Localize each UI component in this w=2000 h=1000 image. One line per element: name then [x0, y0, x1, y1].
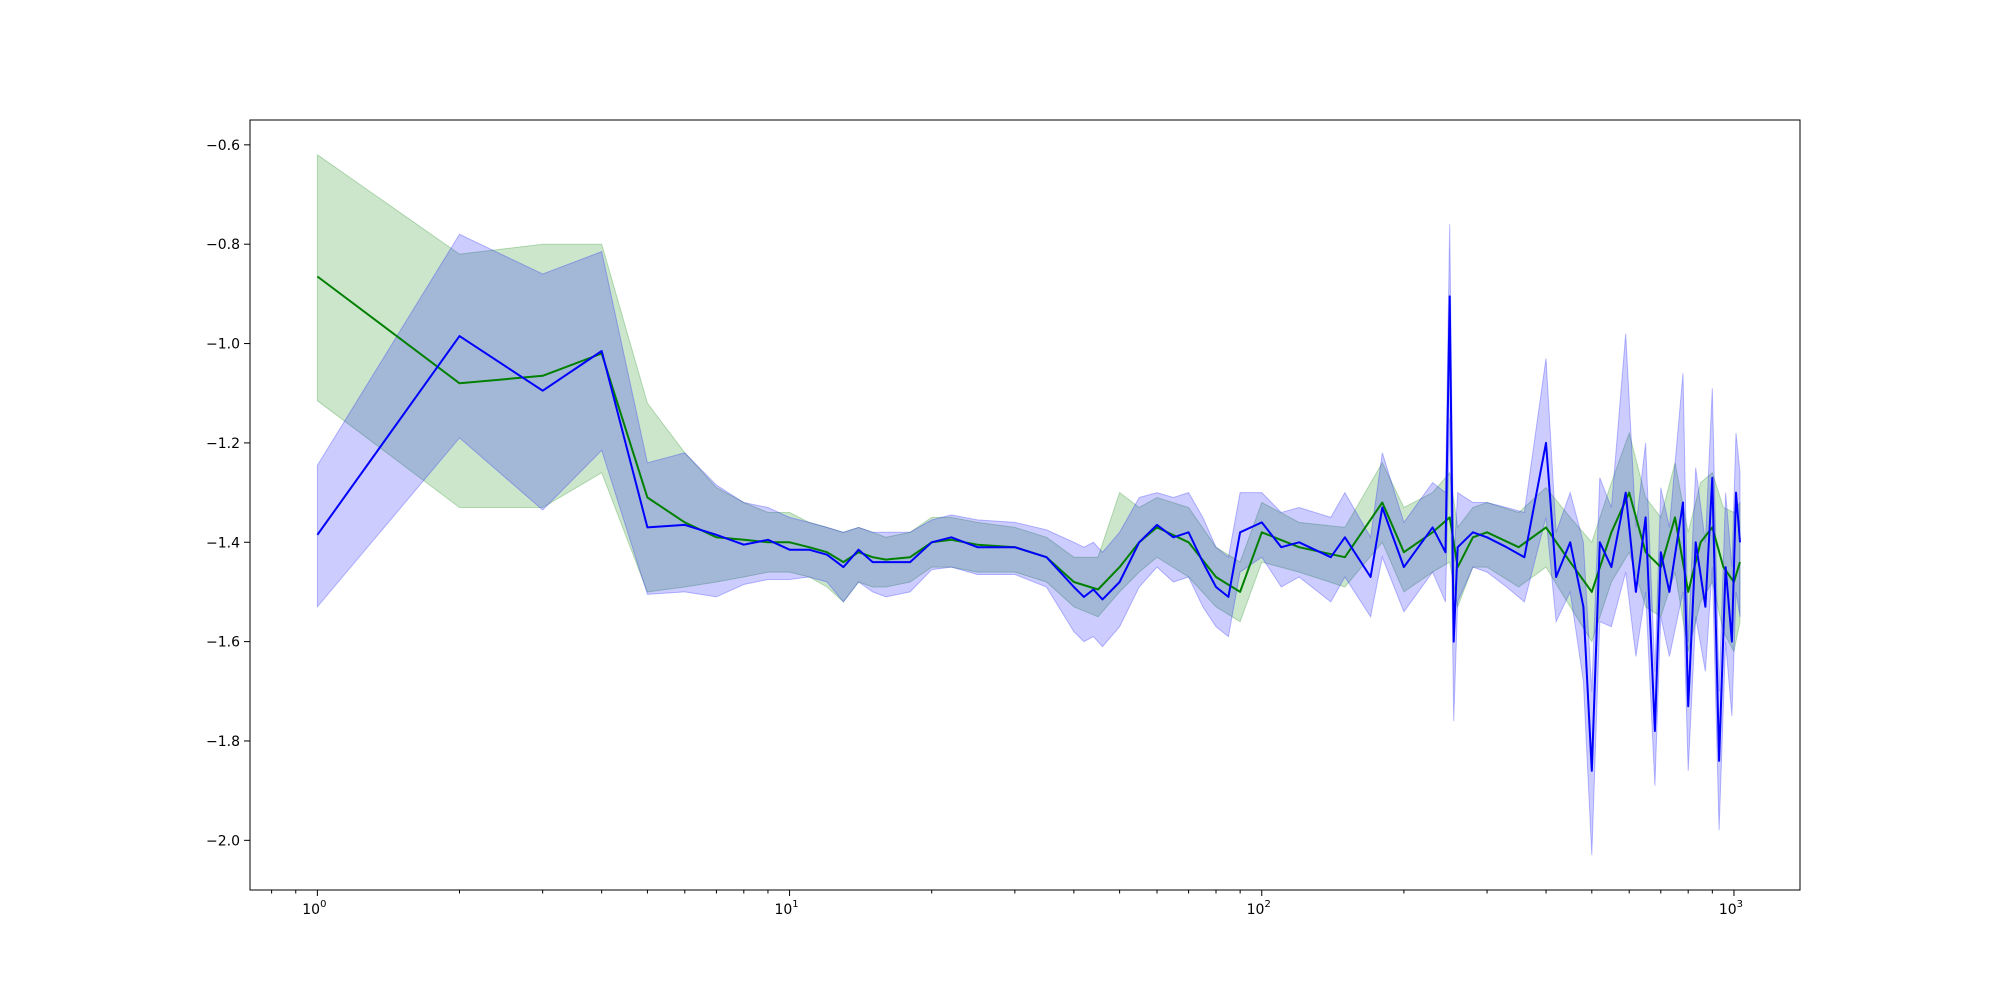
y-tick-label: −2.0 [206, 833, 240, 849]
series-1-line [316, 275, 1741, 593]
confidence-bands [316, 153, 1741, 856]
y-tick-label: −0.8 [206, 237, 240, 253]
y-tick-label: −1.6 [206, 635, 240, 651]
y-tick-label: −0.6 [206, 138, 240, 154]
x-tick-label: 101 [774, 899, 798, 918]
series-2-band [316, 224, 1741, 856]
x-tick-label: 103 [1719, 899, 1743, 918]
x-axis: 100 101 102 103 [271, 890, 1743, 918]
series-1-band [316, 153, 1741, 653]
series-lines [316, 275, 1741, 772]
y-tick-label: −1.0 [206, 337, 240, 353]
series-2-line [316, 295, 1741, 772]
x-tick-label: 100 [302, 899, 326, 918]
y-tick-label: −1.8 [206, 734, 240, 750]
x-tick-label: 102 [1247, 899, 1271, 918]
y-tick-label: −1.4 [206, 535, 240, 551]
y-axis: −0.6 −0.8 −1.0 −1.2 −1.4 −1.6 −1.8 −2.0 [206, 138, 250, 849]
y-tick-label: −1.2 [206, 436, 240, 452]
plot-area-frame [249, 119, 1801, 891]
